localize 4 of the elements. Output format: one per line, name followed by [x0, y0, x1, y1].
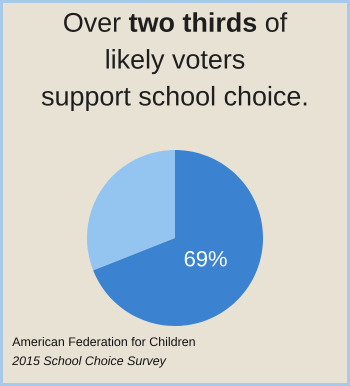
text: 2015 School Choice Survey — [12, 356, 166, 368]
data-label: 69% — [184, 251, 227, 267]
text: American Federation for Children — [12, 336, 195, 346]
chart-title: Over two thirds of likely voters support school choice. — [42, 12, 306, 111]
